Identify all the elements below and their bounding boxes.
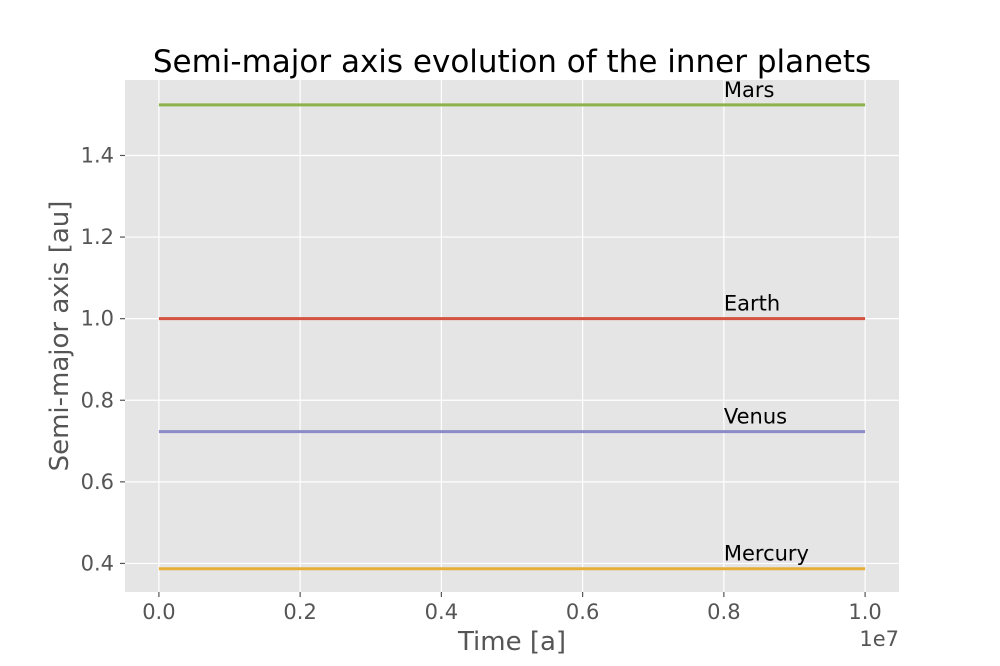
x-tick-label: 0.0 xyxy=(142,600,175,624)
x-axis-offset-label: 1e7 xyxy=(859,627,899,651)
annotation-layer: Mercury Venus Earth Mars xyxy=(724,78,809,566)
series-annotation-earth: Earth xyxy=(724,292,780,316)
x-axis-ticks: 0.0 0.2 0.4 0.6 0.8 1.0 xyxy=(142,592,882,624)
plot-background xyxy=(125,80,899,592)
y-tick-label: 1.4 xyxy=(81,143,114,167)
x-axis-label: Time [a] xyxy=(457,627,566,657)
series-annotation-mars: Mars xyxy=(724,78,775,102)
series-annotation-venus: Venus xyxy=(724,405,787,429)
series-layer xyxy=(158,103,866,571)
series-annotation-mercury: Mercury xyxy=(724,542,809,566)
x-tick-label: 0.8 xyxy=(707,600,740,624)
x-tick-label: 0.6 xyxy=(566,600,599,624)
y-axis-label: Semi-major axis [au] xyxy=(45,201,75,472)
y-tick-label: 0.8 xyxy=(81,388,114,412)
x-tick-label: 0.2 xyxy=(283,600,316,624)
x-tick-label: 0.4 xyxy=(425,600,458,624)
x-tick-label: 1.0 xyxy=(848,600,881,624)
y-axis-ticks: 0.4 0.6 0.8 1.0 1.2 1.4 xyxy=(81,143,125,575)
y-tick-label: 1.2 xyxy=(81,225,114,249)
y-tick-label: 1.0 xyxy=(81,307,114,331)
y-tick-label: 0.6 xyxy=(81,470,114,494)
y-tick-label: 0.4 xyxy=(81,551,114,575)
chart-title: Semi-major axis evolution of the inner p… xyxy=(153,44,871,80)
